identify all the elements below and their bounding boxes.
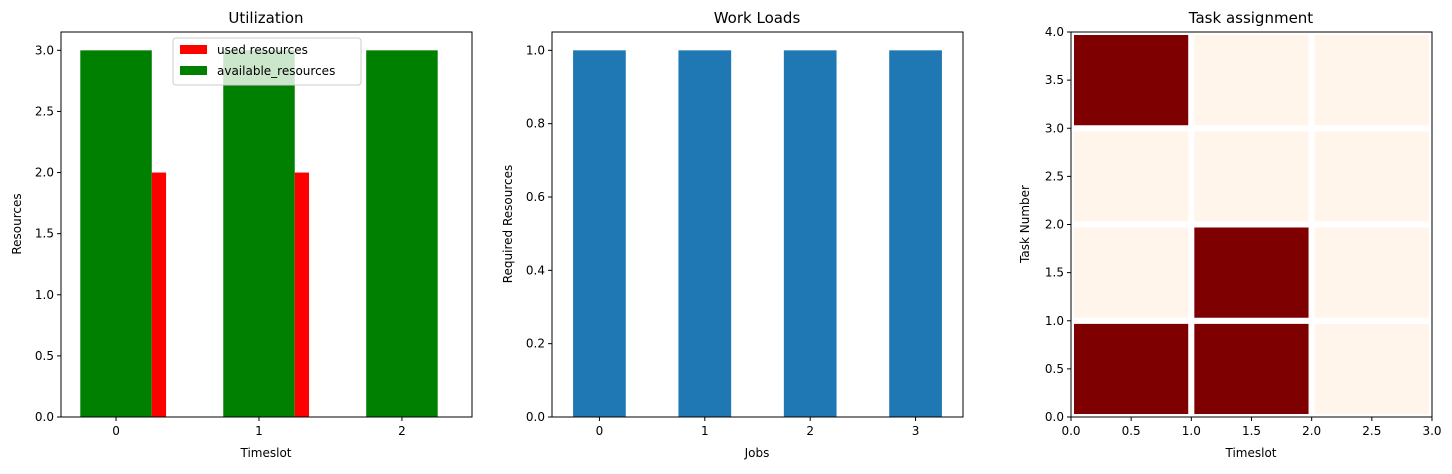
y-tick-label: 2.0 [35, 166, 54, 180]
y-tick-label: 0.8 [526, 117, 545, 131]
legend-label-used: used resources [217, 43, 308, 57]
legend: used resources available_resources [172, 37, 362, 86]
x-tick-label: 1.5 [1242, 424, 1261, 438]
y-tick-label: 3.0 [35, 43, 54, 57]
legend-box [172, 37, 362, 86]
axes-frame [551, 31, 964, 418]
y-tick-label: 2.5 [35, 104, 54, 118]
axes-frame [1070, 31, 1433, 418]
bar-used [151, 172, 167, 417]
y-tick-label: 1.0 [35, 288, 54, 302]
plot-area: 0 1 2 3 0.0 0.2 0.4 0.6 0.8 1.0 [526, 31, 964, 438]
y-tick-label: 0.0 [526, 410, 545, 424]
bar-workload [678, 50, 732, 417]
heatmap-cell [1308, 125, 1435, 228]
x-tick-label: 2.5 [1362, 424, 1381, 438]
x-tick-label: 3 [912, 424, 920, 438]
heatmap-cell [1308, 221, 1435, 324]
legend-swatch-available [180, 66, 207, 75]
plot-area: 0 1 2 0.0 0.5 1.0 1.5 2.0 2.5 3.0 [35, 31, 473, 438]
x-tick-label: 1 [701, 424, 709, 438]
y-tick-label: 0.0 [35, 410, 54, 424]
work-loads-chart: Work Loads Jobs Required Resources 0 1 2 30… [501, 9, 964, 460]
x-axis-label: Jobs [744, 446, 770, 460]
legend-swatch-used [180, 45, 207, 54]
axes-frame [60, 31, 473, 418]
y-tick-label: 0.5 [1045, 362, 1064, 376]
x-tick-label: 2 [398, 424, 406, 438]
heatmap-cell [1308, 29, 1435, 132]
y-tick-label: 2.0 [1045, 218, 1064, 232]
bar-workload [889, 50, 942, 417]
heatmap-cell [1188, 29, 1315, 132]
x-tick-label: 1 [255, 424, 263, 438]
bar-available [223, 50, 295, 417]
heatmap-cell [1188, 221, 1315, 324]
x-tick-label: 3.0 [1422, 424, 1441, 438]
x-tick-label: 0.0 [1061, 424, 1080, 438]
x-axis-label: Timeslot [1225, 446, 1277, 460]
heatmap-cell [1188, 317, 1315, 420]
x-tick-label: 0.5 [1122, 424, 1141, 438]
legend-label-available: available_resources [217, 64, 335, 78]
y-axis-label: Task Number [1018, 185, 1032, 264]
heatmap-cell [1068, 317, 1195, 420]
y-axis-label: Resources [10, 193, 24, 254]
y-tick-label: 1.0 [1045, 314, 1064, 328]
plot-area: 0.0 0.5 1.0 1.5 2.0 2.5 3.0 0.0 0.5 1.0 1.5 2.0 2.5 3… [1045, 25, 1442, 438]
x-tick-label: 0 [112, 424, 120, 438]
y-tick-label: 1.5 [1045, 266, 1064, 280]
y-tick-label: 0.4 [526, 263, 545, 277]
heatmap-cell [1068, 125, 1195, 228]
y-tick-label: 4.0 [1045, 25, 1064, 39]
y-tick-label: 1.0 [526, 43, 545, 57]
bar-workload [573, 50, 626, 417]
y-tick-label: 3.5 [1045, 73, 1064, 87]
y-tick-label: 0.2 [526, 337, 545, 351]
heatmap-cell [1068, 221, 1195, 324]
chart-title: Work Loads [714, 9, 801, 27]
task-assignment-chart: Task assignment Timeslot Task Number 0.0… [1018, 9, 1442, 460]
y-tick-label: 1.5 [35, 227, 54, 241]
utilization-chart: Utilization Timeslot Resources 0 1 2 0.0 0.5… [10, 9, 473, 460]
y-tick-label: 2.5 [1045, 169, 1064, 183]
y-tick-label: 0.6 [526, 190, 545, 204]
x-axis-label: Timeslot [240, 446, 292, 460]
y-tick-label: 0.5 [35, 349, 54, 363]
bar-available [80, 50, 152, 417]
heatmap-cell [1068, 29, 1195, 132]
x-tick-label: 2 [806, 424, 814, 438]
y-tick-label: 3.0 [1045, 121, 1064, 135]
bar-workload [783, 50, 837, 417]
x-tick-label: 2.0 [1302, 424, 1321, 438]
heatmap-cell [1308, 317, 1435, 420]
x-tick-label: 0 [596, 424, 604, 438]
bar-available [366, 50, 438, 417]
bar-used [294, 172, 310, 417]
x-tick-label: 1.0 [1182, 424, 1201, 438]
chart-title: Task assignment [1188, 9, 1314, 27]
chart-title: Utilization [228, 9, 303, 27]
y-axis-label: Required Resources [501, 165, 515, 284]
heatmap-cell [1188, 125, 1315, 228]
y-tick-label: 0.0 [1045, 410, 1064, 424]
